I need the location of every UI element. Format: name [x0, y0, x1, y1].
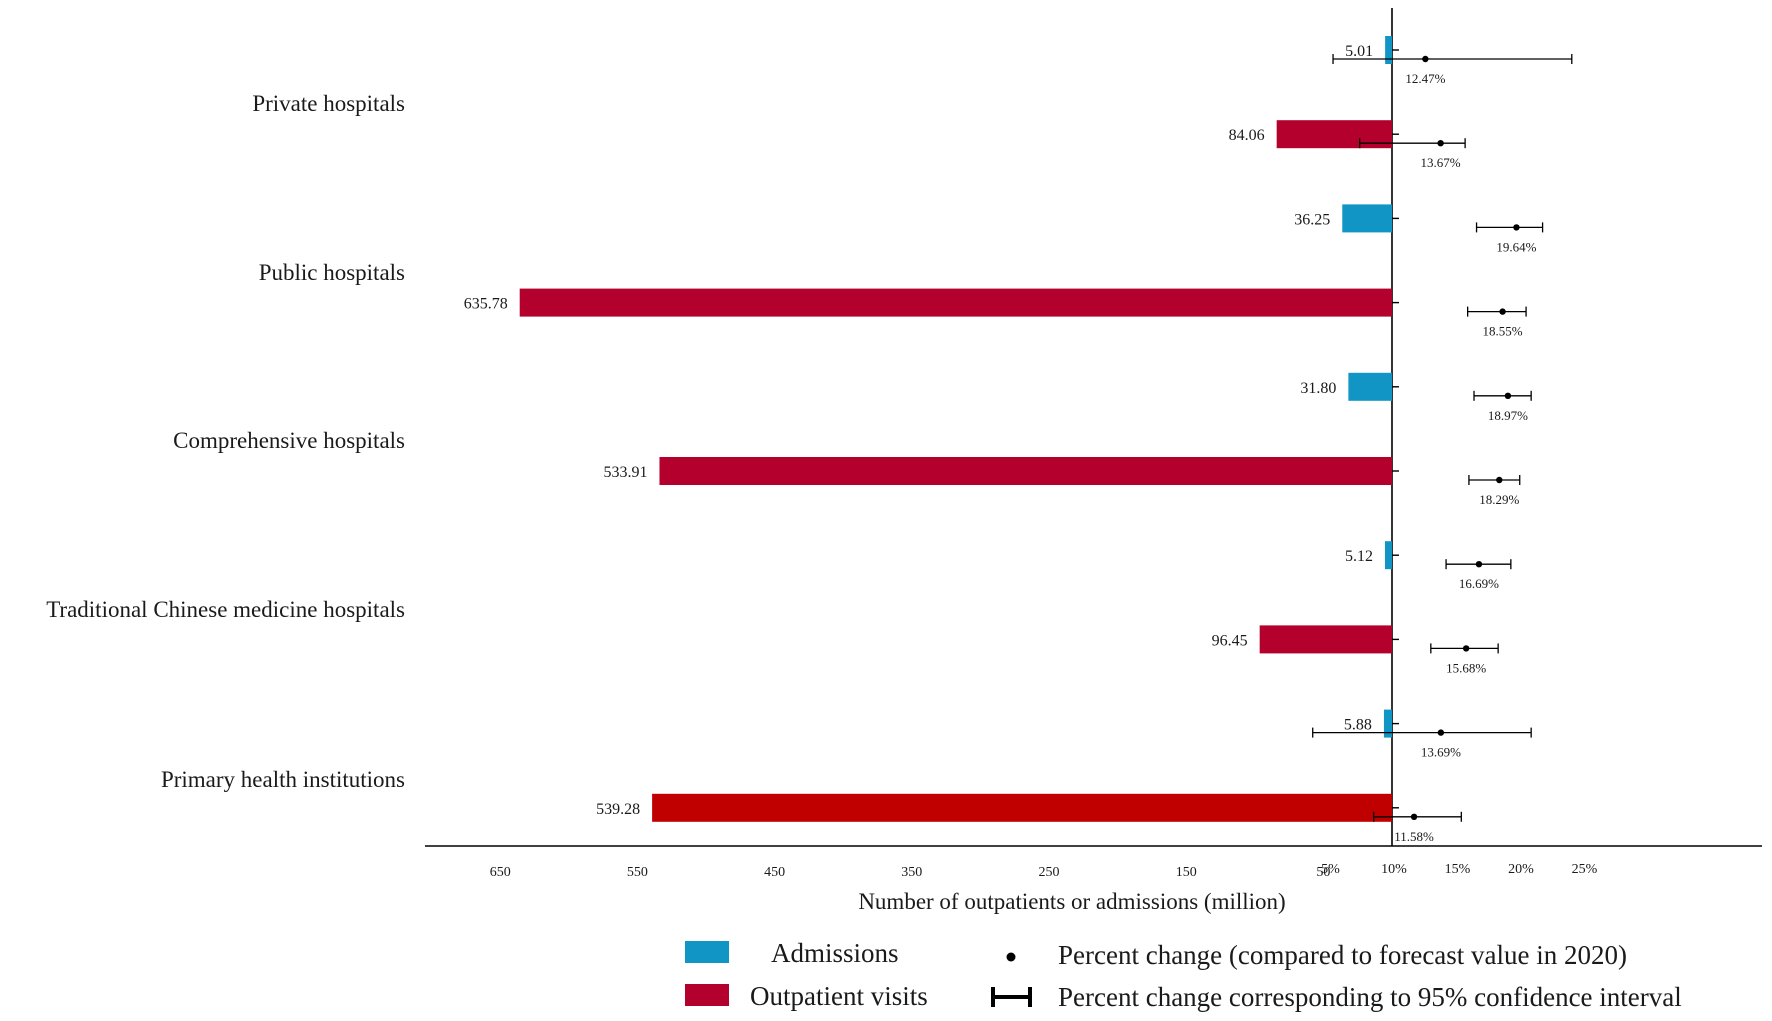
outpatient-bar	[652, 793, 1392, 822]
outpatient-bar	[659, 457, 1392, 485]
percent-change-point	[1437, 140, 1444, 147]
percent-change-point	[1475, 561, 1483, 568]
legend: Admissions Outpatient visits Percent cha…	[685, 938, 1682, 1012]
bar-value-labels: 5.01 84.06 36.25 635.78 31.80 533.91 5.12 96.45…	[464, 43, 1373, 818]
percent-change-point	[1410, 813, 1418, 820]
legend-percent-change-label: Percent change (compared to forecast val…	[1058, 940, 1627, 970]
percent-change-label: 12.47%	[1405, 71, 1445, 86]
admissions-value-label: 5.01	[1345, 43, 1373, 60]
bar-tick-label: 150	[1176, 865, 1197, 880]
admissions-value-label: 36.25	[1294, 211, 1330, 228]
percent-tick-label: 10%	[1381, 862, 1407, 877]
legend-admissions-swatch	[685, 941, 729, 963]
outpatient-bar	[1259, 625, 1392, 654]
category-label: Primary health institutions	[161, 767, 405, 792]
category-label: Comprehensive hospitals	[173, 428, 405, 453]
category-labels: Private hospitals Public hospitals Compreh…	[46, 91, 405, 792]
percent-change-label: 11.58%	[1394, 829, 1434, 844]
percent-change-point	[1513, 224, 1520, 231]
percent-change-label: 13.67%	[1421, 155, 1461, 170]
legend-admissions-label: Admissions	[771, 938, 899, 968]
legend-outpatient-swatch	[685, 984, 729, 1006]
percent-tick-label: 25%	[1572, 862, 1598, 877]
percent-change-label: 19.64%	[1496, 239, 1536, 254]
bar-tick-label: 450	[764, 865, 785, 880]
legend-ci-label: Percent change corresponding to 95% conf…	[1058, 982, 1682, 1012]
category-label: Traditional Chinese medicine hospitals	[46, 597, 405, 622]
admissions-bar	[1342, 204, 1392, 233]
percent-change-point	[1496, 476, 1503, 484]
row-ticks	[1392, 49, 1399, 809]
percent-change-point	[1437, 729, 1445, 736]
category-label: Public hospitals	[259, 260, 405, 285]
percent-tick-label: 20%	[1508, 862, 1534, 877]
percent-change-marks: 12.47% 13.67% 19.64% 18.55% 18.97% 18.29% 16.6…	[1312, 54, 1573, 844]
outpatient-value-label: 533.91	[603, 464, 647, 481]
outpatient-bar	[519, 288, 1392, 317]
category-label: Private hospitals	[252, 91, 405, 116]
outpatient-value-label: 96.45	[1212, 632, 1248, 649]
admissions-value-label: 31.80	[1300, 380, 1336, 397]
bar-tick-label: 350	[901, 865, 922, 880]
bars	[519, 36, 1392, 822]
percent-change-label: 18.29%	[1479, 492, 1519, 507]
bar-tick-labels: 650 550 450 350 250 150 50	[490, 865, 1331, 880]
admissions-value-label: 5.12	[1345, 548, 1373, 565]
outpatient-value-label: 84.06	[1229, 127, 1265, 144]
bar-tick-label: 650	[490, 865, 511, 880]
percent-tick-label: 5%	[1321, 862, 1340, 877]
bar-tick-label: 250	[1039, 865, 1060, 880]
bar-tick-label: 50	[1316, 865, 1330, 880]
x-axis-title: Number of outpatients or admissions (mil…	[858, 889, 1285, 914]
admissions-bar	[1384, 541, 1392, 570]
admissions-bar	[1348, 372, 1392, 401]
percent-change-label: 18.97%	[1488, 408, 1528, 423]
legend-ci-icon	[991, 987, 1032, 1007]
admissions-bar	[1385, 36, 1392, 64]
admissions-bar	[1383, 709, 1392, 738]
admissions-value-label: 5.88	[1344, 717, 1372, 734]
percent-tick-label: 15%	[1445, 862, 1471, 877]
outpatient-value-label: 539.28	[596, 801, 640, 818]
legend-point-icon	[1006, 952, 1016, 962]
percent-change-point	[1504, 392, 1512, 399]
percent-change-label: 13.69%	[1421, 745, 1461, 760]
percent-change-label: 16.69%	[1459, 576, 1499, 591]
percent-tick-labels: 5% 10% 15% 20% 25%	[1321, 862, 1598, 877]
legend-outpatient-label: Outpatient visits	[750, 981, 928, 1011]
percent-change-point	[1462, 645, 1470, 652]
percent-change-point	[1422, 55, 1429, 63]
outpatient-value-label: 635.78	[464, 296, 508, 313]
percent-change-label: 18.55%	[1483, 324, 1523, 339]
outpatient-bar	[1276, 120, 1392, 149]
bar-tick-label: 550	[627, 865, 648, 880]
percent-change-label: 15.68%	[1446, 660, 1486, 675]
percent-change-point	[1499, 308, 1506, 315]
